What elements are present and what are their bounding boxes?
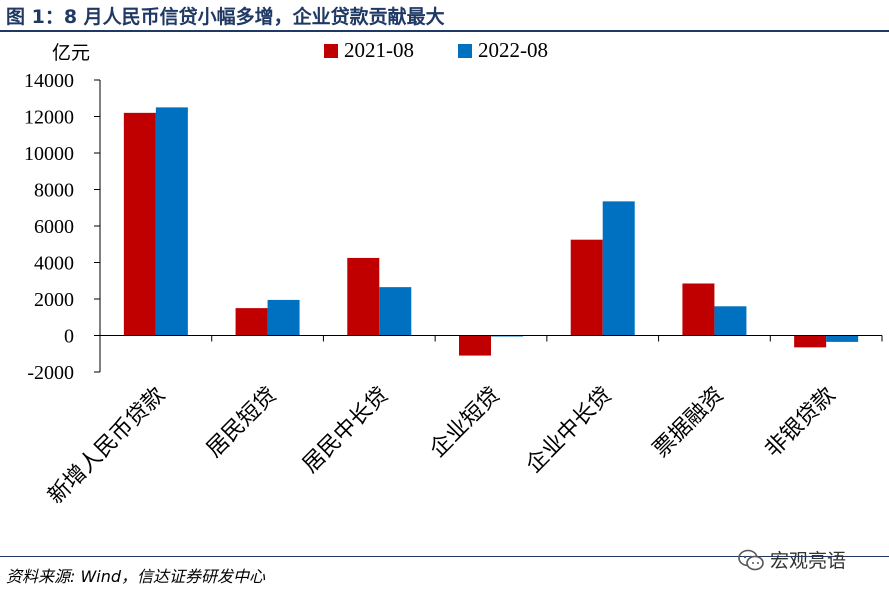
wechat-icon [738,549,764,570]
watermark: 宏观亮语 [738,546,846,573]
legend-label-2021: 2021-08 [344,38,414,62]
bar-2022-08-非银贷款 [826,335,859,342]
figure-title: 图 1：8 月人民币信贷小幅多增，企业贷款贡献最大 [6,6,445,28]
source-note: 资料来源: Wind，信达证券研发中心 [6,567,266,586]
x-category-label: 企业短贷 [425,383,505,463]
y-axis-unit: 亿元 [52,42,91,64]
bar-2021-08-企业短贷 [459,335,491,356]
x-category-label: 居民中长贷 [298,383,393,478]
watermark-text: 宏观亮语 [770,550,847,572]
legend-item-2022: 2022-08 [458,38,548,63]
y-tick-label: 8000 [34,180,74,202]
y-tick-label: 0 [64,326,74,348]
legend-swatch-2022 [458,43,472,58]
bar-2021-08-企业中长贷 [570,239,603,336]
y-tick-label: 4000 [34,253,74,275]
x-category-label: 居民短贷 [202,383,282,463]
bar-2022-08-新增人民币贷款 [155,107,188,336]
y-tick-label: 6000 [34,216,74,238]
x-axis-labels: 新增人民币贷款 居民短贷 居民中长贷 企业短贷 企业中长贷 票据融资 非银贷款 [44,383,841,510]
legend-label-2022: 2022-08 [478,38,548,62]
bar-2021-08-居民中长贷 [347,257,380,336]
y-tick-label: -2000 [27,362,74,384]
y-tick-label: 12000 [24,107,74,129]
axes [99,80,883,372]
bar-2021-08-票据融资 [682,283,715,336]
bar-2022-08-居民中长贷 [379,287,412,336]
y-tick-label: 2000 [34,289,74,311]
x-category-label: 企业中长贷 [521,383,616,478]
legend-item-2021: 2021-08 [324,38,414,63]
bar-2021-08-非银贷款 [794,335,827,348]
x-category-label: 新增人民币贷款 [44,383,171,510]
bar-2022-08-企业中长贷 [602,201,635,336]
y-axis-ticks: 14000 12000 10000 8000 6000 4000 2000 0 -2000 [24,70,100,384]
x-category-label: 票据融资 [649,383,729,463]
chart-legend: 2021-08 2022-08 [324,38,548,63]
y-tick-label: 14000 [24,70,74,92]
bar-2022-08-票据融资 [714,306,747,336]
bar-2021-08-居民短贷 [235,308,268,336]
bars [123,107,859,356]
legend-swatch-2021 [324,43,338,58]
x-category-label: 非银贷款 [760,383,840,463]
bar-2021-08-新增人民币贷款 [123,112,156,336]
title-divider [0,30,889,32]
bar-2022-08-居民短贷 [267,299,300,336]
y-tick-label: 10000 [24,143,74,165]
footer-divider [0,556,889,557]
